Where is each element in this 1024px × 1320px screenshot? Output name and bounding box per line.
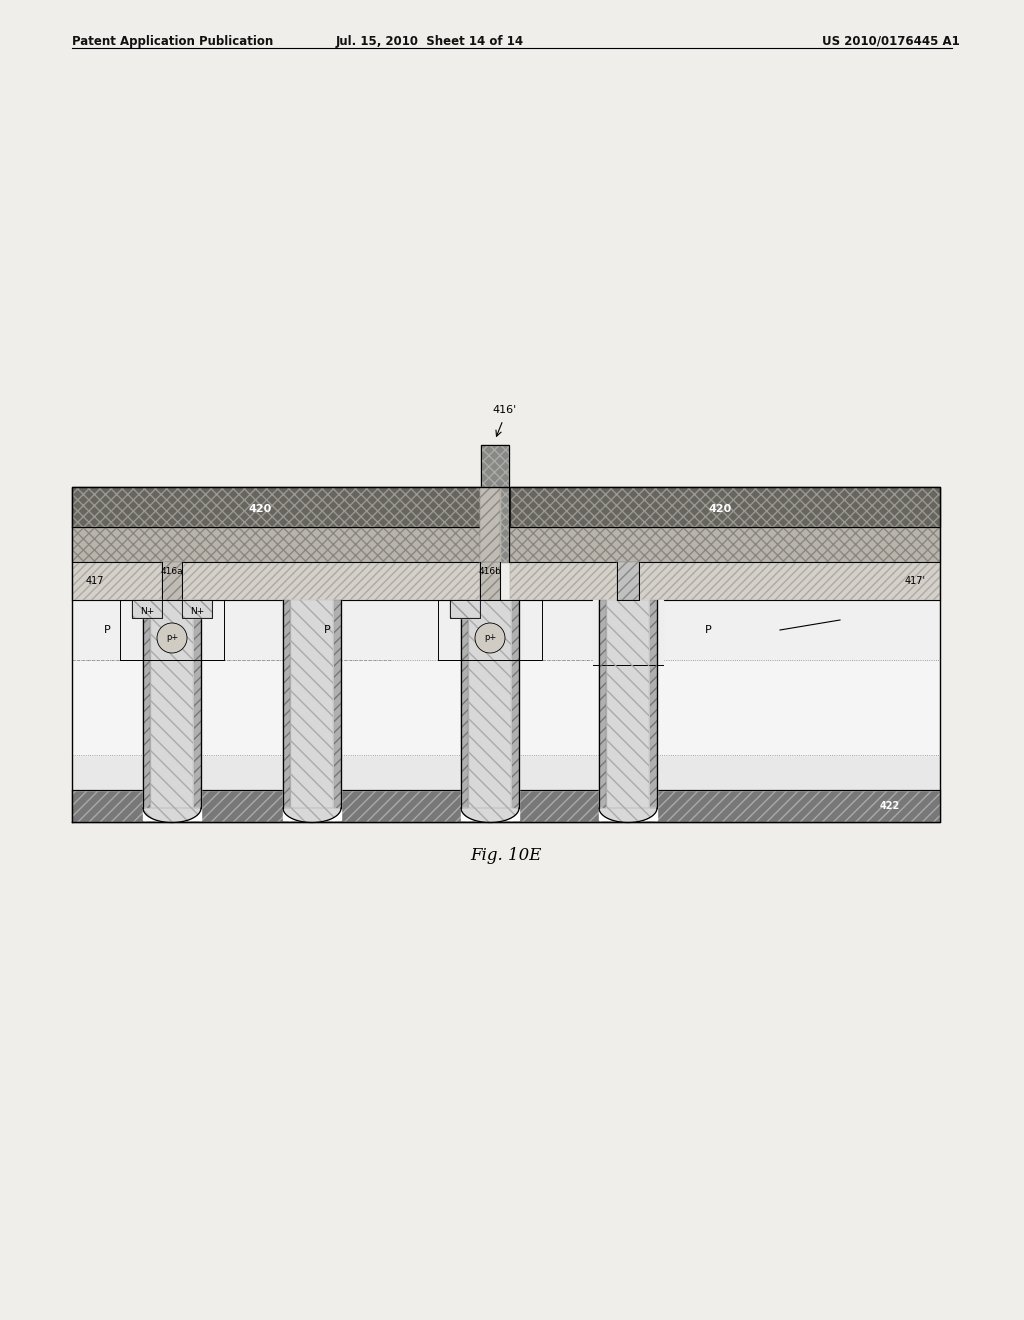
Text: N+: N+: [189, 606, 204, 615]
Text: p+: p+: [484, 634, 496, 643]
Text: N+: N+: [495, 766, 517, 780]
Polygon shape: [182, 601, 212, 618]
Polygon shape: [599, 808, 657, 822]
Circle shape: [157, 623, 187, 653]
Polygon shape: [480, 487, 500, 562]
Polygon shape: [650, 601, 657, 808]
Polygon shape: [607, 601, 649, 808]
Polygon shape: [72, 487, 480, 527]
Polygon shape: [194, 601, 201, 808]
Text: P: P: [705, 624, 712, 635]
Polygon shape: [461, 808, 519, 822]
Text: 417': 417': [905, 576, 926, 586]
Polygon shape: [593, 601, 663, 665]
Polygon shape: [510, 562, 940, 601]
Polygon shape: [461, 601, 519, 820]
Polygon shape: [151, 601, 193, 808]
Polygon shape: [72, 562, 480, 601]
Polygon shape: [510, 487, 940, 527]
Polygon shape: [143, 601, 201, 820]
Text: 422: 422: [880, 801, 900, 810]
Polygon shape: [469, 601, 511, 808]
Text: P: P: [324, 624, 331, 635]
Polygon shape: [512, 601, 519, 808]
Text: 416b: 416b: [478, 568, 502, 576]
Polygon shape: [143, 601, 150, 808]
Polygon shape: [617, 562, 639, 601]
Text: 416': 416': [493, 405, 517, 414]
Polygon shape: [599, 601, 606, 808]
Text: N: N: [501, 701, 511, 715]
Polygon shape: [283, 601, 341, 820]
Polygon shape: [334, 601, 341, 808]
Text: 417: 417: [86, 576, 104, 586]
Polygon shape: [162, 562, 182, 601]
Text: p+: p+: [166, 634, 178, 643]
Text: P: P: [103, 624, 111, 635]
Text: Fig. 10E: Fig. 10E: [470, 846, 542, 863]
Text: Patent Application Publication: Patent Application Publication: [72, 36, 273, 48]
Text: 420: 420: [249, 504, 271, 513]
Text: US 2010/0176445 A1: US 2010/0176445 A1: [822, 36, 961, 48]
Polygon shape: [283, 808, 341, 822]
Polygon shape: [72, 527, 480, 562]
Text: N+: N+: [140, 606, 155, 615]
Text: 420: 420: [709, 504, 731, 513]
Polygon shape: [480, 562, 500, 601]
Polygon shape: [132, 601, 162, 618]
Polygon shape: [283, 601, 290, 808]
Polygon shape: [510, 527, 940, 562]
Polygon shape: [291, 601, 333, 808]
Text: 416a: 416a: [161, 568, 183, 576]
Polygon shape: [481, 445, 509, 562]
Polygon shape: [450, 601, 480, 618]
Polygon shape: [599, 601, 657, 820]
Polygon shape: [461, 601, 468, 808]
Polygon shape: [143, 808, 201, 822]
Circle shape: [475, 623, 505, 653]
Text: Jul. 15, 2010  Sheet 14 of 14: Jul. 15, 2010 Sheet 14 of 14: [336, 36, 524, 48]
